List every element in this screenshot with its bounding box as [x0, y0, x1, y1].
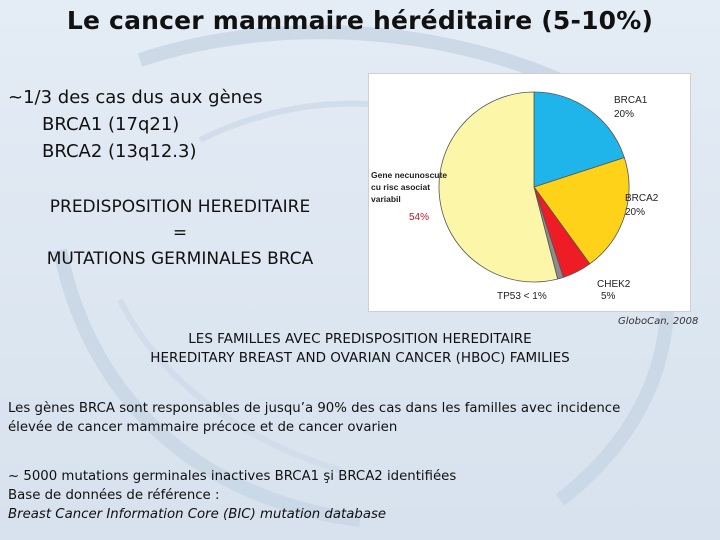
families-line-fr: LES FAMILLES AVEC PREDISPOSITION HEREDIT… [188, 331, 532, 347]
pie-slice-unknown [438, 91, 559, 283]
intro-gene-brca1: BRCA1 (17q21) [42, 114, 180, 135]
intro-line: ~1/3 des cas dus aux gènes [8, 87, 263, 108]
predisposition-line: PREDISPOSITION HEREDITAIRE [49, 197, 311, 217]
paragraph-line: Base de données de référence : Breast Ca… [8, 486, 456, 524]
families-line-en: HEREDITARY BREAST AND OVARIAN CANCER (HB… [150, 350, 570, 366]
brca-paragraph: Les gènes BRCA sont responsables de jusq… [8, 399, 620, 437]
paragraph-line: Les gènes BRCA sont responsables de jusq… [8, 401, 621, 416]
pie-slice-brca2 [533, 157, 630, 265]
pie-slice-brca1 [533, 91, 625, 188]
paragraph-line: élevée de cancer mammaire précoce et de … [8, 420, 398, 435]
slice-label-brca2: BRCA2 [625, 193, 659, 204]
mutations-paragraph: ~ 5000 mutations germinales inactives BR… [8, 467, 456, 524]
database-prefix: Base de données de référence : [8, 488, 220, 503]
slice-value-brca1: 20% [614, 109, 634, 120]
gene-note-line: cu risc asociat [371, 182, 430, 192]
database-name: Breast Cancer Information Core (BIC) mut… [8, 507, 387, 522]
slice-value-unknown: 54% [409, 212, 429, 223]
pie-chart-panel: Gene necunoscute cu risc asociat variabi… [368, 73, 691, 312]
intro-block: ~1/3 des cas dus aux gènes BRCA1 (17q21)… [8, 84, 263, 165]
paragraph-line: ~ 5000 mutations germinales inactives BR… [8, 469, 457, 484]
pie-chart: Gene necunoscute cu risc asociat variabi… [371, 91, 659, 302]
predisposition-line: MUTATIONS GERMINALES BRCA [46, 249, 314, 269]
slice-value-brca2: 20% [625, 207, 645, 218]
slide-title: Le cancer mammaire héréditaire (5-10%) [66, 6, 654, 35]
families-heading: LES FAMILLES AVEC PREDISPOSITION HEREDIT… [100, 330, 620, 368]
slice-label-brca1: BRCA1 [614, 95, 648, 106]
gene-note-line: variabil [371, 194, 401, 204]
slice-label-tp53: TP53 < 1% [497, 291, 547, 302]
slice-label-chek2: CHEK2 [597, 279, 631, 290]
gene-note-line: Gene necunoscute [371, 170, 447, 180]
source-citation: GloboCan, 2008 [618, 316, 699, 327]
slice-value-chek2: 5% [601, 291, 616, 302]
intro-gene-brca2: BRCA2 (13q12.3) [42, 141, 197, 162]
predisposition-block: PREDISPOSITION HEREDITAIRE = MUTATIONS G… [10, 194, 350, 272]
predisposition-equals: = [172, 223, 188, 243]
